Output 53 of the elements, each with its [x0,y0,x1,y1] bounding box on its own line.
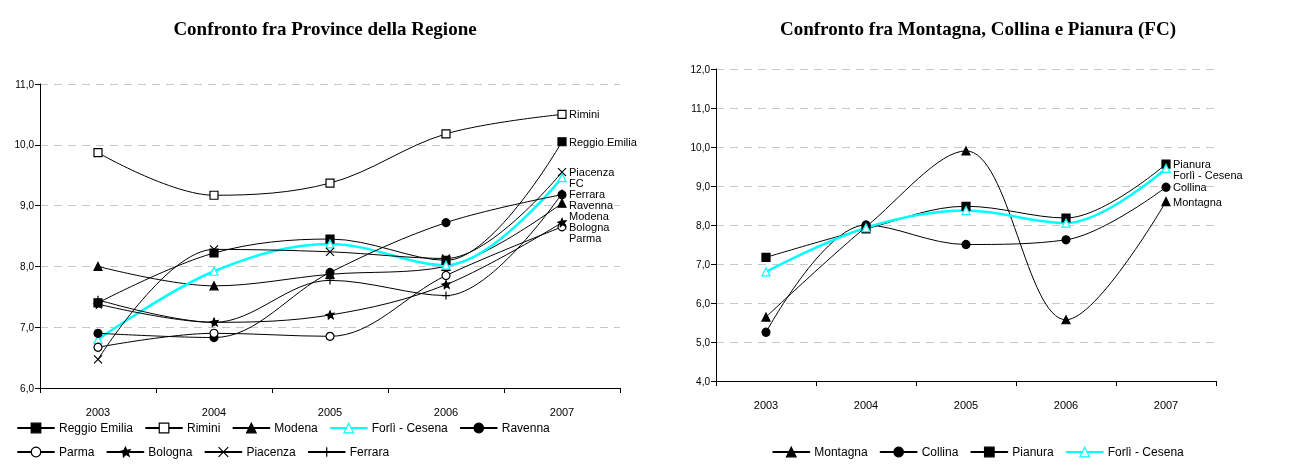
annotation: Montagna [1173,195,1223,208]
annotation: Parma [569,232,603,245]
y-tick-label: 9,0 [696,180,711,192]
legend-label: Ravenna [501,421,551,435]
x-tick-label: 2003 [85,405,111,418]
legend-label: Collina [921,445,959,459]
y-tick-label: 8,0 [696,219,711,231]
x-tick-label: 2003 [753,398,779,411]
annotation: Piacenza [569,166,616,179]
y-tick-label: 7,0 [20,321,35,333]
legend-label: Forlì - Cesena [1107,445,1185,459]
annotation: FC [569,177,584,190]
y-tick-label: 6,0 [20,382,35,394]
annotation: Forlì - Cesena [1173,169,1244,182]
y-tick-label: 8,0 [20,260,35,272]
legend-label: Modena [274,421,319,435]
y-tick-label: 4,0 [696,375,711,387]
chart-title: Confronto fra Montagna, Collina e Pianura (FC) [780,18,1176,40]
legend-label: Parma [59,445,95,459]
y-tick-label: 6,0 [696,297,711,309]
annotation: Collina [1173,181,1208,194]
x-tick-label: 2006 [1053,398,1079,411]
x-tick-label: 2005 [953,398,979,411]
legend-label: Pianura [1012,445,1055,459]
x-tick-label: 2004 [853,398,879,411]
y-tick-label: 7,0 [696,258,711,270]
y-tick-label: 10,0 [690,141,711,153]
x-tick-label: 2005 [317,405,343,418]
legend-label: Forlì - Cesena [371,421,449,435]
legend-label: Montagna [814,445,868,459]
legend-label: Bologna [148,445,193,459]
y-tick-label: 11,0 [15,78,35,90]
y-tick-label: 5,0 [696,336,711,348]
legend-label: Piacenza [246,445,297,459]
y-tick-label: 9,0 [20,200,35,212]
y-tick-label: 12,0 [690,63,711,75]
legend-label: Ferrara [349,445,390,459]
x-tick-label: 2004 [201,405,227,418]
annotation: Rimini [569,108,600,121]
x-tick-label: 2007 [549,405,575,418]
annotation: Modena [569,210,610,223]
annotation: Ferrara [569,188,606,201]
annotation: Bologna [569,221,611,234]
annotation: Ravenna [569,199,614,212]
y-tick-label: 10,0 [14,139,35,151]
chart-title: Confronto fra Province della Regione [173,18,477,39]
y-tick-label: 11,0 [691,102,711,114]
annotation: Reggio Emilia [569,135,638,148]
annotation: Pianura [1173,158,1212,171]
x-tick-label: 2006 [433,405,459,418]
x-tick-label: 2007 [1153,398,1179,411]
legend-label: Rimini [187,421,221,435]
legend-label: Reggio Emilia [59,421,134,435]
